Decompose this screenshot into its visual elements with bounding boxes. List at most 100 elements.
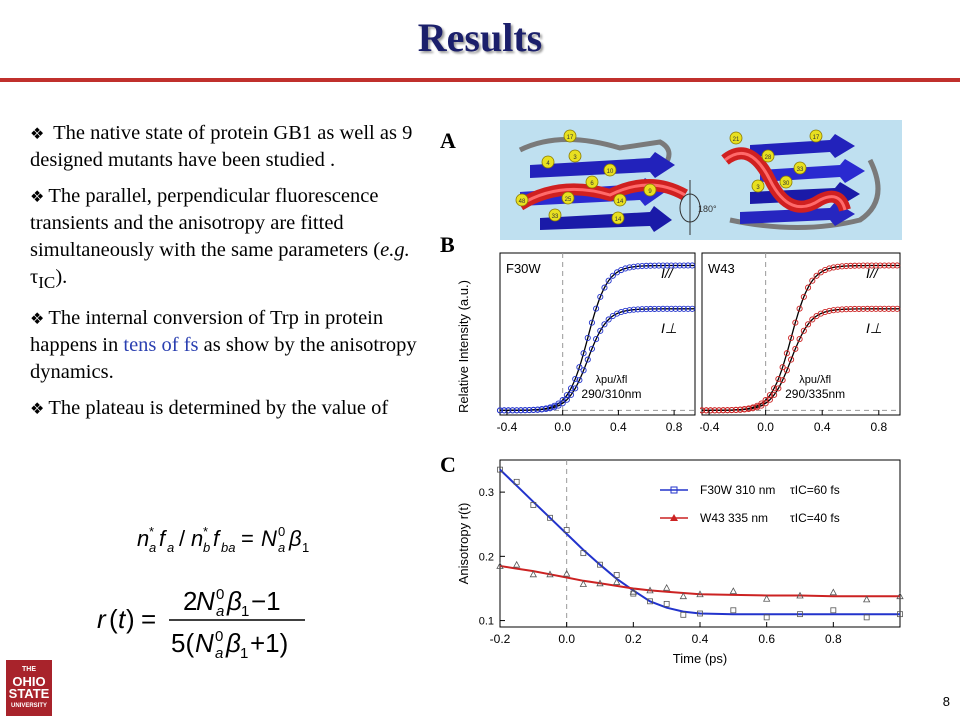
data-point-par xyxy=(567,385,575,392)
data-point-triangle xyxy=(679,592,688,600)
data-point-triangle xyxy=(512,560,521,568)
data-point-square xyxy=(763,614,770,621)
residue-marker xyxy=(643,183,657,197)
data-point-square xyxy=(897,611,903,618)
fit-curve-1 xyxy=(499,565,900,598)
data-point-perp xyxy=(771,391,778,398)
data-point-par xyxy=(788,334,795,341)
data-point-par xyxy=(563,392,570,399)
data-point-square xyxy=(597,561,603,568)
data-point-perp xyxy=(775,385,782,392)
fit-curve-0 xyxy=(499,468,900,616)
panel-b-ylabel: Relative Intensity (a.u.) xyxy=(456,280,471,413)
data-point-triangle xyxy=(646,586,654,594)
data-point-perp xyxy=(588,345,595,352)
data-point-perp xyxy=(680,305,687,312)
data-point-par xyxy=(809,277,816,284)
data-point-par xyxy=(766,392,773,399)
data-point-par xyxy=(805,284,812,291)
data-point-par xyxy=(655,262,662,269)
data-point-par xyxy=(672,262,679,269)
data-point-perp xyxy=(672,305,679,312)
legend-marker xyxy=(670,486,678,494)
data-point-par xyxy=(860,262,867,269)
residue-marker xyxy=(761,149,775,163)
data-point-par xyxy=(877,262,884,269)
data-point-par xyxy=(796,305,803,312)
data-point-perp xyxy=(830,307,837,314)
x-tick-label: 0.0 xyxy=(554,420,571,434)
anisotropy-chart: -0.2 0.0 0.2 0.4 0.6 0.8 0.1 0.2 0.3 Time (ps) Ani… xyxy=(456,459,904,666)
data-point-perp xyxy=(505,407,512,414)
data-point-triangle xyxy=(896,592,904,600)
data-point-par xyxy=(676,262,683,269)
data-point-square xyxy=(613,572,620,578)
data-point-perp xyxy=(855,305,863,312)
data-point-perp xyxy=(496,407,504,414)
diamond-bullet-icon: ❖ xyxy=(30,124,45,143)
data-point-par xyxy=(664,262,671,269)
svg-text:5(: 5( xyxy=(171,628,194,658)
svg-text:=: = xyxy=(141,604,156,634)
data-point-par xyxy=(622,265,629,272)
data-point-triangle xyxy=(862,595,871,603)
data-point-perp xyxy=(864,305,871,312)
residue-label: 25 xyxy=(565,197,572,203)
fit-curve-perp xyxy=(702,308,900,412)
panel-label-c: C xyxy=(440,452,456,477)
data-point-perp xyxy=(749,405,756,412)
svg-text:ba: ba xyxy=(221,540,235,555)
svg-text:*: * xyxy=(149,524,154,539)
data-point-par xyxy=(584,334,591,341)
protein-left xyxy=(516,136,688,232)
data-point-par xyxy=(609,272,616,279)
svg-text:a: a xyxy=(278,540,285,555)
data-point-par xyxy=(775,375,782,383)
data-point-perp xyxy=(762,400,769,407)
residue-marker xyxy=(541,155,555,169)
legend-label: W43 335 nm xyxy=(700,511,768,525)
data-point-par xyxy=(580,350,587,357)
data-point-par xyxy=(643,262,650,269)
svg-text:0: 0 xyxy=(215,628,223,645)
svg-text:f: f xyxy=(159,526,168,551)
data-point-par xyxy=(889,262,896,269)
svg-text:Relative Intensity (a.u.): Relative Intensity (a.u.) xyxy=(456,280,471,413)
bullet-4: ❖ The plateau is determined by the value … xyxy=(30,397,389,420)
data-point-par xyxy=(792,319,799,326)
data-point-par xyxy=(593,305,600,312)
svg-text:1: 1 xyxy=(240,645,248,660)
data-point-perp xyxy=(868,305,875,312)
data-point-square xyxy=(647,598,653,605)
x-tick-label: 0.2 xyxy=(625,632,642,646)
residue-label: 6 xyxy=(590,181,594,187)
data-point-par xyxy=(659,262,667,269)
trace-name: W43 xyxy=(708,261,735,276)
data-point-perp xyxy=(530,406,537,414)
trace-name: F30W xyxy=(506,261,541,276)
data-point-perp xyxy=(634,306,641,313)
residue-marker xyxy=(779,175,793,189)
data-point-perp xyxy=(526,407,533,414)
wavelength-value: 290/335nm xyxy=(785,387,845,401)
data-point-perp xyxy=(684,305,692,312)
data-point-par xyxy=(800,293,807,300)
bullet-2: ❖ The parallel, perpendicular fluorescenc… xyxy=(30,185,410,293)
data-point-perp xyxy=(843,306,850,313)
data-point-square xyxy=(697,610,703,617)
svg-text:f: f xyxy=(213,526,222,551)
x-axis-label: Time (ps) xyxy=(673,651,727,666)
y-tick-label: 0.2 xyxy=(479,551,494,563)
x-tick-label: 0.4 xyxy=(692,632,709,646)
residue-label: 48 xyxy=(519,199,526,205)
data-point-perp xyxy=(597,327,604,334)
data-point-par xyxy=(847,262,854,269)
residue-label: 21 xyxy=(733,137,740,143)
data-point-perp xyxy=(626,307,633,314)
data-point-perp xyxy=(576,377,583,384)
data-point-par xyxy=(618,266,625,274)
svg-text:r: r xyxy=(97,604,107,634)
data-point-square xyxy=(830,607,837,614)
data-point-square xyxy=(680,611,687,618)
